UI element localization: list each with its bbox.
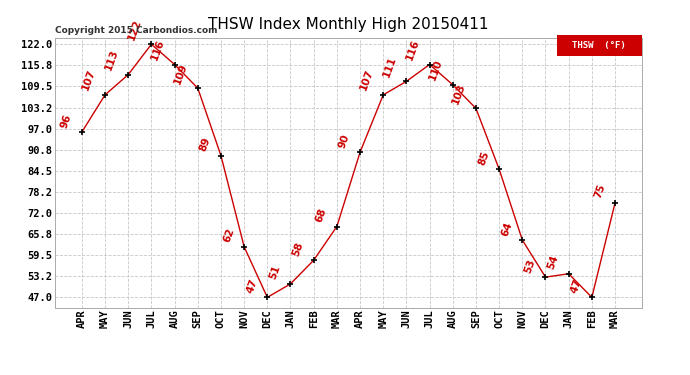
Text: 54: 54 [546, 254, 560, 271]
Text: 62: 62 [221, 227, 236, 244]
Text: 113: 113 [103, 48, 120, 72]
Title: THSW Index Monthly High 20150411: THSW Index Monthly High 20150411 [208, 17, 489, 32]
Text: 90: 90 [337, 132, 352, 150]
Text: 47: 47 [244, 278, 259, 295]
Text: 68: 68 [314, 207, 328, 224]
Text: 116: 116 [404, 38, 422, 62]
Text: 64: 64 [500, 220, 514, 237]
Text: 47: 47 [569, 278, 584, 295]
Text: 103: 103 [451, 82, 468, 106]
Text: 116: 116 [150, 38, 166, 62]
Text: 85: 85 [476, 149, 491, 166]
Text: 58: 58 [291, 240, 306, 258]
Text: 53: 53 [523, 257, 537, 274]
Text: 75: 75 [592, 183, 607, 200]
Text: 122: 122 [126, 18, 143, 42]
Text: 89: 89 [198, 136, 213, 153]
Text: 109: 109 [172, 62, 190, 86]
Text: 107: 107 [358, 68, 375, 92]
Text: Copyright 2015 Carbondios.com: Copyright 2015 Carbondios.com [55, 26, 218, 35]
Text: 110: 110 [428, 58, 444, 82]
Text: 111: 111 [382, 55, 398, 79]
Text: 51: 51 [268, 264, 282, 281]
Text: 96: 96 [59, 112, 74, 129]
Text: 107: 107 [80, 68, 97, 92]
